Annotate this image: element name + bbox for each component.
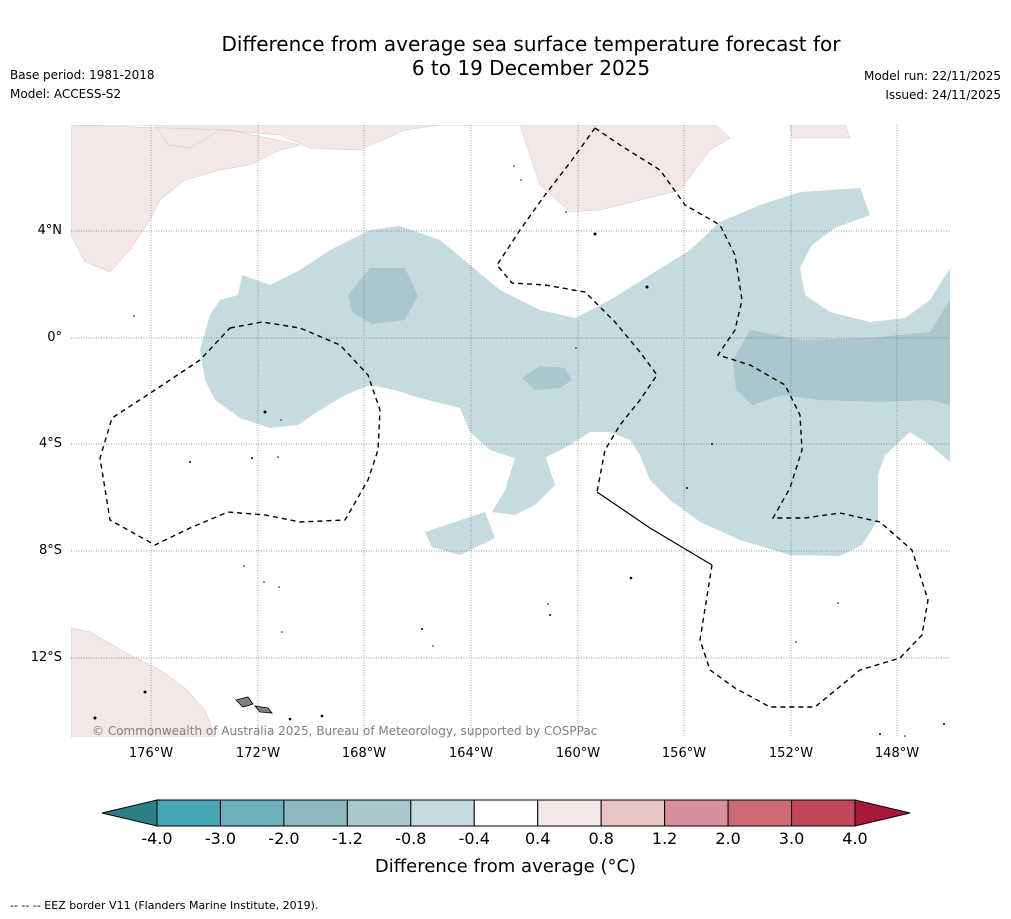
colorbar-tick-label: 3.0 bbox=[778, 829, 805, 848]
eez-borders bbox=[99, 127, 929, 708]
colorbar-tick-label: 1.2 bbox=[651, 829, 678, 848]
model-name: Model: ACCESS-S2 bbox=[10, 87, 122, 101]
title-line-1: Difference from average sea surface temp… bbox=[221, 32, 841, 56]
warm-anomaly-southwest bbox=[71, 627, 216, 737]
cool-anomaly-core-1 bbox=[348, 268, 418, 324]
colorbar-tick-label: -2.0 bbox=[268, 829, 300, 848]
lon-label-156w: 156°W bbox=[661, 746, 707, 761]
copyright-notice: © Commonwealth of Australia 2025, Bureau… bbox=[92, 724, 598, 738]
base-period: Base period: 1981-2018 bbox=[10, 68, 155, 82]
colorbar-tick-label: -0.4 bbox=[458, 829, 490, 848]
lon-label-152w: 152°W bbox=[768, 746, 814, 761]
eez-border-north bbox=[496, 127, 658, 493]
lon-label-164w: 164°W bbox=[448, 746, 494, 761]
colorbar-tick-label: 4.0 bbox=[842, 829, 868, 848]
islands bbox=[235, 696, 273, 714]
cool-anomaly-patch-1 bbox=[492, 455, 555, 515]
issued-date: Issued: 24/11/2025 bbox=[885, 88, 1001, 102]
graticule bbox=[71, 125, 950, 737]
colorbar-segment bbox=[410, 799, 475, 827]
colorbar-segment bbox=[346, 799, 412, 827]
small-islands bbox=[93, 165, 945, 737]
colorbar-label: Difference from average (°C) bbox=[374, 856, 637, 877]
eez-border-central bbox=[594, 127, 929, 708]
colorbar-segment bbox=[664, 799, 729, 827]
cool-anomaly-patch-2 bbox=[425, 512, 495, 555]
lon-label-148w: 148°W bbox=[874, 746, 920, 761]
colorbar-tick-label: -0.8 bbox=[395, 829, 427, 848]
colorbar bbox=[101, 799, 911, 827]
warm-anomaly-north bbox=[71, 125, 731, 273]
lat-label-4s: 4°S bbox=[38, 436, 62, 451]
island-savaii bbox=[235, 696, 254, 708]
colorbar-segment bbox=[473, 799, 539, 827]
cool-anomaly-core-2 bbox=[522, 366, 572, 390]
eez-solid-border bbox=[596, 491, 713, 566]
colorbar-segment bbox=[600, 799, 666, 827]
lat-label-8s: 8°S bbox=[38, 543, 62, 558]
colorbar-tick-label: 0.8 bbox=[588, 829, 614, 848]
cool-anomaly-core-3 bbox=[733, 300, 950, 405]
colorbar-segment bbox=[791, 799, 856, 827]
colorbar-segment bbox=[283, 799, 348, 827]
lon-label-168w: 168°W bbox=[341, 746, 387, 761]
colorbar-tick-label: -3.0 bbox=[204, 829, 237, 848]
colorbar-segment bbox=[156, 799, 221, 827]
eez-border-west bbox=[99, 321, 381, 546]
colorbar-over-arrow bbox=[854, 799, 911, 827]
colorbar-tick-label: 0.4 bbox=[524, 829, 551, 848]
colorbar-tick-label: -1.2 bbox=[331, 829, 363, 848]
colorbar-tick-label: -4.0 bbox=[141, 829, 173, 848]
lon-label-176w: 176°W bbox=[128, 746, 174, 761]
eez-legend-note: -- -- -- EEZ border V11 (Flanders Marine… bbox=[10, 899, 319, 912]
lon-label-160w: 160°W bbox=[555, 746, 601, 761]
model-run: Model run: 22/11/2025 bbox=[863, 69, 1001, 83]
warm-anomaly-northeast bbox=[789, 125, 851, 139]
lat-label-0: 0° bbox=[47, 330, 62, 345]
colorbar-segment bbox=[537, 799, 602, 827]
colorbar-under-arrow bbox=[101, 799, 158, 827]
colorbar-tick-label: 2.0 bbox=[715, 829, 741, 848]
colorbar-segment bbox=[219, 799, 285, 827]
island-upolu bbox=[254, 705, 273, 714]
map-title: Difference from average sea surface temp… bbox=[0, 32, 1011, 80]
lat-label-12s: 12°S bbox=[30, 650, 62, 665]
lat-label-4n: 4°N bbox=[37, 223, 63, 238]
title-line-2: 6 to 19 December 2025 bbox=[411, 56, 651, 80]
colorbar-segment bbox=[727, 799, 793, 827]
lon-label-172w: 172°W bbox=[235, 746, 281, 761]
